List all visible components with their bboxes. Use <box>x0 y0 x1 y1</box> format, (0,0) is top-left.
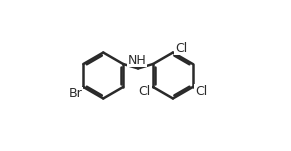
Text: Br: Br <box>68 87 82 100</box>
Text: Cl: Cl <box>175 42 187 55</box>
Text: NH: NH <box>128 54 147 67</box>
Text: Cl: Cl <box>195 85 207 98</box>
Text: Cl: Cl <box>139 85 151 98</box>
